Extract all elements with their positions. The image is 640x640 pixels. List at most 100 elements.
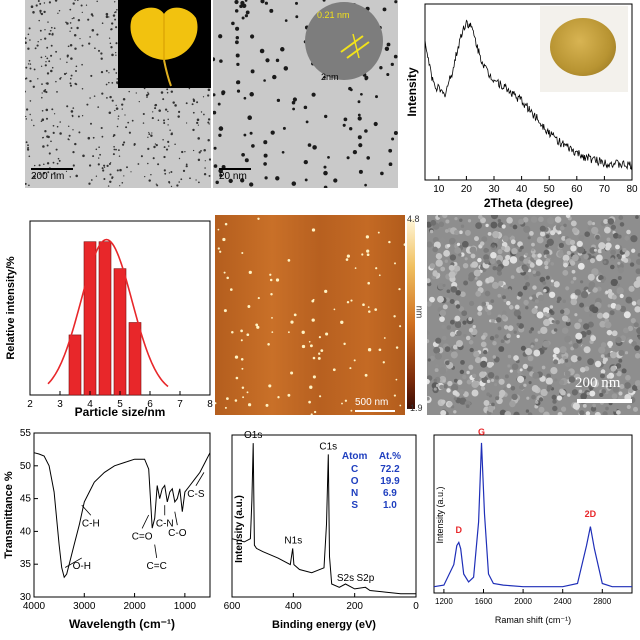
peak-label: G [478, 427, 485, 437]
sem-grain [572, 276, 577, 281]
sem-grain [617, 255, 622, 260]
nanoparticle-dot [324, 114, 328, 119]
lattice-fringe-line [340, 35, 364, 53]
nanoparticle-dot [66, 61, 68, 64]
nanoparticle-dot [81, 44, 84, 47]
sem-grain [432, 237, 439, 243]
sem-grain [570, 355, 579, 363]
sem-grain [427, 330, 430, 335]
afm-particle [350, 409, 353, 412]
nanoparticle-dot [108, 72, 110, 74]
sem-grain [435, 337, 442, 344]
nanoparticle-dot [117, 118, 119, 120]
nanoparticle-dot [39, 173, 41, 175]
sem-grain [441, 335, 447, 341]
annotation-arrow [195, 472, 205, 486]
nanoparticle-dot [78, 131, 81, 134]
sem-grain [491, 378, 495, 382]
nanoparticle-dot [45, 117, 49, 120]
sem-grain [454, 216, 458, 221]
sem-grain [486, 361, 493, 368]
sem-grain [635, 268, 640, 275]
sem-grain [569, 260, 576, 266]
nanoparticle-dot [72, 2, 75, 5]
sem-grain [571, 294, 576, 299]
sem-grain [587, 226, 592, 231]
x-tick-label: 2800 [593, 597, 611, 606]
afm-panel: 500 nm 4.8 -1.9 nm [215, 215, 425, 415]
nanoparticle-dot [57, 157, 60, 160]
nanoparticle-dot [218, 126, 224, 131]
x-tick-label: 20 [461, 184, 473, 195]
sem-grain [459, 369, 465, 375]
sem-grain [564, 370, 571, 377]
nanoparticle-dot [25, 118, 28, 120]
afm-particle [378, 274, 381, 277]
afm-particle [309, 385, 313, 389]
nanoparticle-dot [89, 97, 91, 99]
sem-grain [542, 340, 550, 348]
nanoparticle-dot [42, 171, 46, 175]
sem-grain [511, 363, 519, 371]
nanoparticle-dot [33, 68, 36, 71]
sem-grain [594, 411, 601, 415]
afm-particle [268, 384, 272, 388]
sem-grain [476, 280, 483, 287]
sem-grain [443, 250, 450, 257]
sem-grain [618, 349, 625, 356]
afm-particle [346, 300, 350, 304]
nanoparticle-dot [93, 95, 96, 97]
nanoparticle-dot [121, 103, 124, 106]
afm-particle [234, 399, 238, 402]
sem-grain [610, 224, 617, 230]
nanoparticle-dot [66, 22, 69, 25]
sem-grain [509, 223, 513, 228]
nanoparticle-dot [111, 22, 114, 25]
nanoparticle-dot [26, 148, 30, 151]
nanoparticle-dot [89, 36, 91, 38]
nanoparticle-dot [101, 92, 104, 95]
sem-grain [441, 399, 446, 405]
nanoparticle-dot [204, 160, 206, 162]
nanoparticle-dot [98, 157, 100, 159]
nanoparticle-dot [236, 89, 241, 93]
sem-grain [510, 275, 515, 279]
afm-particle [344, 399, 348, 402]
nanoparticle-dot [235, 36, 239, 40]
sem-grain [432, 270, 439, 277]
x-tick-label: 400 [285, 601, 302, 612]
afm-particle [255, 323, 259, 327]
sem-grain [573, 373, 581, 380]
nanoparticle-dot [213, 164, 218, 168]
nanoparticle-dot [198, 151, 201, 154]
sem-grain [578, 234, 585, 241]
sem-grain [500, 384, 505, 389]
nanoparticle-dot [155, 183, 157, 185]
afm-particle [398, 287, 401, 291]
sem-grain [501, 314, 507, 320]
sem-grain [558, 234, 563, 238]
sem-grain [624, 235, 630, 241]
sem-grain [453, 397, 457, 401]
sem-grain [574, 289, 582, 296]
nanoparticle-dot [31, 119, 33, 121]
sem-grain [619, 222, 625, 227]
sem-grain [621, 368, 627, 374]
sem-grain [446, 388, 451, 393]
sem-grain [595, 234, 600, 240]
nanoparticle-dot [154, 107, 157, 110]
nanoparticle-dot [195, 179, 197, 181]
nanoparticle-dot [117, 115, 120, 117]
nanoparticle-dot [388, 148, 393, 153]
sem-image: 200 nm [427, 215, 640, 415]
sem-grain [522, 363, 528, 370]
nanoparticle-dot [263, 140, 268, 145]
sem-grain [570, 346, 575, 351]
nanoparticle-dot [167, 118, 169, 121]
nanoparticle-dot [54, 0, 58, 2]
nanoparticle-dot [185, 122, 188, 124]
nanoparticle-dot [152, 157, 155, 160]
nanoparticle-dot [191, 103, 194, 106]
nanoparticle-dot [200, 111, 203, 113]
nanoparticle-dot [163, 122, 166, 124]
